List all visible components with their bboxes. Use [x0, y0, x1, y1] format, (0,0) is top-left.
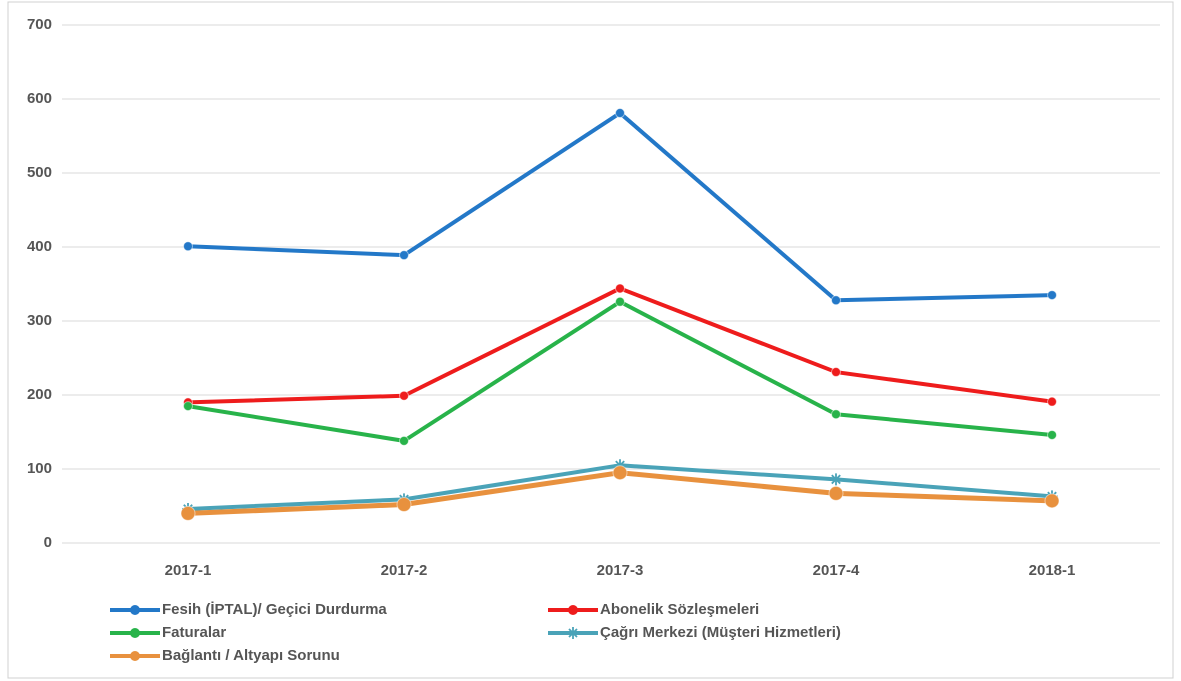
point-marker [615, 108, 625, 119]
point-marker [831, 367, 841, 378]
legend-marker [130, 605, 140, 615]
legend-label: Fesih (İPTAL)/ Geçici Durdurma [162, 601, 387, 618]
x-tick-label: 2017-3 [597, 562, 644, 579]
point-marker [396, 497, 412, 513]
legend-label: Abonelik Sözleşmeleri [600, 601, 759, 618]
point-marker [612, 465, 628, 481]
x-tick-label: 2017-1 [165, 562, 212, 579]
y-tick-label: 0 [44, 534, 52, 551]
point-marker [180, 505, 196, 521]
x-tick-label: 2017-2 [381, 562, 428, 579]
point-marker [1047, 396, 1057, 407]
point-marker [1047, 429, 1057, 440]
point-marker [830, 473, 842, 486]
y-tick-label: 100 [27, 460, 52, 477]
legend-marker [130, 628, 140, 638]
x-tick-label: 2017-4 [813, 562, 860, 579]
point-marker [183, 241, 193, 252]
y-tick-label: 500 [27, 164, 52, 181]
point-marker [831, 295, 841, 306]
point-marker [615, 283, 625, 294]
point-marker [828, 485, 844, 501]
point-marker [399, 250, 409, 261]
y-tick-label: 400 [27, 238, 52, 255]
chart-border [7, 1, 1174, 679]
legend-marker [568, 605, 578, 615]
y-tick-label: 600 [27, 90, 52, 107]
legend-label: Bağlantı / Altyapı Sorunu [162, 647, 340, 664]
legend-marker [567, 627, 579, 639]
point-marker [1044, 493, 1060, 509]
point-marker [399, 390, 409, 401]
point-marker [615, 296, 625, 307]
y-tick-label: 300 [27, 312, 52, 329]
legend-marker [130, 651, 140, 661]
x-tick-label: 2018-1 [1029, 562, 1076, 579]
point-marker [183, 401, 193, 412]
y-tick-label: 700 [27, 16, 52, 33]
point-marker [1047, 290, 1057, 301]
y-tick-label: 200 [27, 386, 52, 403]
legend-label: Faturalar [162, 624, 226, 641]
point-marker [399, 435, 409, 446]
legend-label: Çağrı Merkezi (Müşteri Hizmetleri) [600, 624, 841, 641]
point-marker [831, 409, 841, 420]
